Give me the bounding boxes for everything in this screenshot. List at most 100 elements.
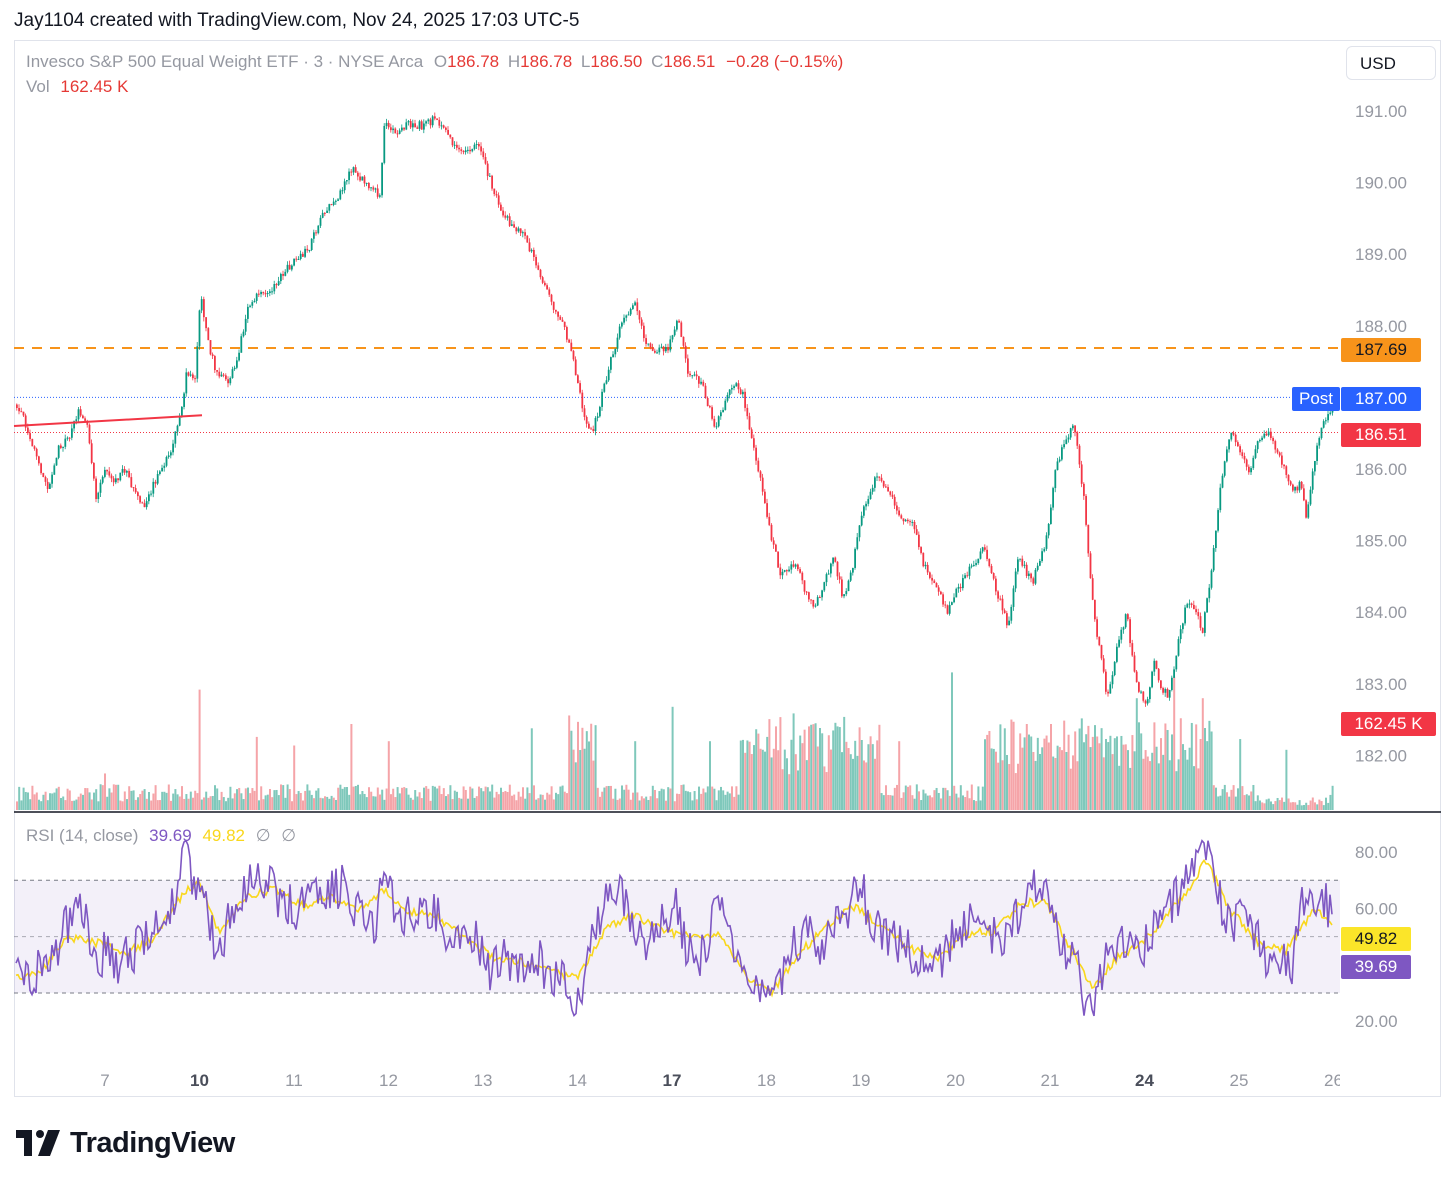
close-label: C [651, 52, 664, 71]
price-candle [1083, 483, 1085, 496]
volume-bar [1179, 718, 1182, 810]
volume-bar [1303, 805, 1305, 810]
price-candle [997, 591, 999, 599]
volume-bar [198, 689, 201, 810]
price-candle [953, 597, 955, 603]
volume-bar [73, 800, 76, 810]
volume-bar [951, 672, 953, 810]
change-value: −0.28 (−0.15%) [726, 52, 844, 71]
volume-bar [68, 790, 71, 810]
price-candle [302, 253, 304, 257]
price-candle [1265, 433, 1268, 436]
price-candle [544, 282, 546, 286]
volume-bar [163, 791, 166, 810]
volume-bar [799, 735, 802, 810]
price-candle [497, 195, 500, 205]
price-candle [867, 499, 870, 504]
price-candle [165, 457, 168, 466]
volume-bar [372, 796, 375, 810]
volume-bar [610, 785, 612, 810]
price-candle [515, 227, 518, 232]
volume-bar [335, 799, 337, 810]
price-candle [365, 182, 368, 184]
volume-bar [1157, 763, 1160, 810]
volume-bar [1061, 750, 1063, 810]
volume-bar [706, 786, 709, 810]
volume-bar [18, 786, 21, 810]
price-candle [1138, 682, 1140, 692]
volume-bar [178, 796, 181, 810]
volume-bar [959, 785, 962, 810]
volume-bar [363, 793, 366, 810]
price-candle [1226, 449, 1228, 462]
price-candle [132, 487, 135, 489]
price-candle [321, 212, 324, 218]
volume-bar [141, 790, 144, 810]
price-candle [101, 476, 104, 483]
volume-bar [508, 784, 511, 810]
volume-bar [522, 787, 524, 810]
price-candle [214, 356, 216, 371]
price-candle [40, 463, 42, 474]
price-candle [1215, 530, 1217, 549]
price-candle [104, 469, 106, 477]
price-candle [462, 150, 465, 153]
price-candle [16, 404, 18, 408]
price-candle [306, 248, 309, 251]
volume-bar [860, 740, 863, 810]
volume-bar [370, 791, 373, 810]
price-candle [660, 346, 663, 348]
price-candle [139, 496, 141, 503]
volume-bar [1102, 757, 1105, 810]
price-candle [728, 389, 731, 395]
price-candle [649, 343, 652, 348]
volume-bar [1182, 744, 1184, 810]
volume-bar [35, 792, 38, 810]
price-candle [1254, 449, 1257, 458]
volume-bar [302, 800, 304, 810]
volume-bar [1052, 756, 1055, 810]
volume-bar [132, 790, 135, 810]
price-candle [852, 567, 854, 573]
volume-bar [489, 791, 491, 810]
price-candle [757, 460, 760, 472]
volume-bar [735, 786, 738, 810]
price-candle [192, 374, 194, 379]
price-candle [768, 516, 771, 525]
price-candle [539, 269, 542, 278]
volume-bar [1160, 738, 1162, 810]
volume-bar [926, 795, 929, 810]
volume-bar [27, 792, 29, 810]
price-candle [1232, 432, 1235, 435]
price-candle [854, 548, 856, 568]
volume-bar [57, 786, 60, 810]
price-candle [222, 374, 225, 376]
price-candle [557, 311, 559, 317]
price-candle [317, 225, 320, 234]
price-candle [392, 128, 394, 131]
volume-bar [876, 740, 879, 810]
volume-bar [1083, 742, 1085, 810]
volume-bar [649, 796, 652, 810]
price-candle [332, 201, 335, 205]
price-candle [973, 564, 975, 566]
price-candle [255, 293, 258, 301]
brand-name: TradingView [70, 1126, 235, 1159]
volume-bar [284, 797, 287, 810]
price-candle [291, 265, 293, 270]
price-candle [66, 437, 69, 439]
volume-bar [515, 800, 518, 810]
volume-bar [150, 800, 153, 810]
chart-credit: Jay1104 created with TradingView.com, No… [14, 10, 580, 31]
price-candle [614, 348, 617, 355]
price-candle [638, 311, 641, 320]
price-candle [577, 375, 579, 384]
volume-bar [871, 744, 874, 810]
volume-bar [1193, 766, 1195, 810]
price-candle [93, 462, 95, 479]
price-candle [22, 411, 25, 416]
currency-button[interactable]: USD [1346, 46, 1436, 80]
price-candle [304, 248, 306, 257]
price-candle [119, 472, 122, 481]
